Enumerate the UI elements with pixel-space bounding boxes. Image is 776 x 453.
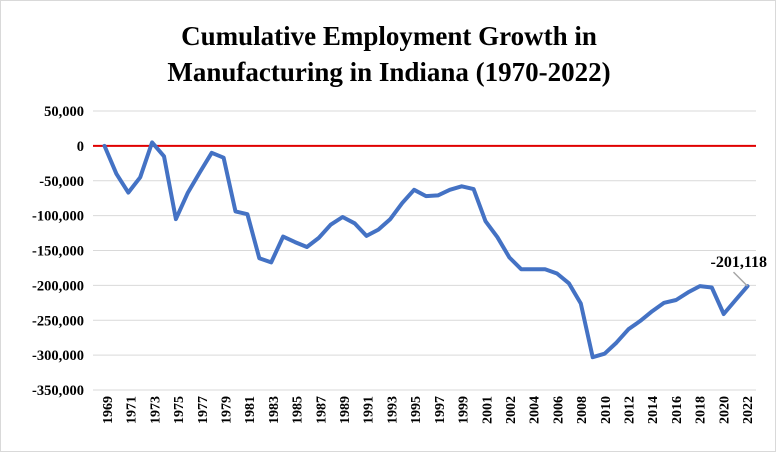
y-tick-label: -350,000 [32,383,84,399]
y-tick-label: 50,000 [44,104,84,120]
x-tick-label: 1993 [385,396,400,424]
x-tick-label: 2012 [622,396,637,424]
x-tick-label: 1995 [409,396,424,424]
x-tick-label: 1985 [291,396,306,424]
x-tick-label: 1987 [314,396,329,424]
x-tick-label: 2022 [741,396,756,424]
x-tick-label: 2018 [694,396,709,424]
x-tick-label: 2014 [646,396,661,424]
x-tick-label: 2020 [717,396,732,424]
x-tick-label: 2002 [504,396,519,424]
x-tick-label: 2006 [551,396,566,424]
x-tick-label: 1983 [267,396,282,424]
x-tick-label: 1981 [243,396,258,424]
annotation-leader [732,271,749,287]
y-tick-label: -100,000 [32,209,84,225]
x-tick-label: 2001 [480,396,495,424]
x-tick-label: 2008 [575,396,590,424]
x-tick-label: 1975 [172,396,187,424]
y-tick-label: -150,000 [32,244,84,260]
x-tick-label: 1979 [220,396,235,424]
x-tick-label: 1977 [196,396,211,424]
x-tick-label: 1971 [125,396,140,424]
x-tick-label: 1989 [338,396,353,424]
chart-title-line-2: Manufacturing in Indiana (1970-2022) [167,57,610,87]
y-tick-label: -50,000 [39,174,84,190]
y-tick-label: -200,000 [32,278,84,294]
annotation-label: -201,118 [711,254,767,271]
x-tick-label: 1969 [101,396,116,424]
y-tick-label: -300,000 [32,348,84,364]
y-tick-label: 0 [77,139,84,155]
x-tick-label: 1973 [148,396,163,424]
x-tick-label: 1999 [457,396,472,424]
x-tick-label: 1997 [433,396,448,424]
chart-title-line-1: Cumulative Employment Growth in [181,21,597,51]
y-tick-label: -250,000 [32,313,84,329]
x-tick-label: 1991 [362,396,377,424]
x-tick-label: 2010 [599,396,614,424]
x-tick-label: 2004 [528,396,543,424]
series-line [102,140,750,360]
x-tick-label: 2016 [670,396,685,424]
